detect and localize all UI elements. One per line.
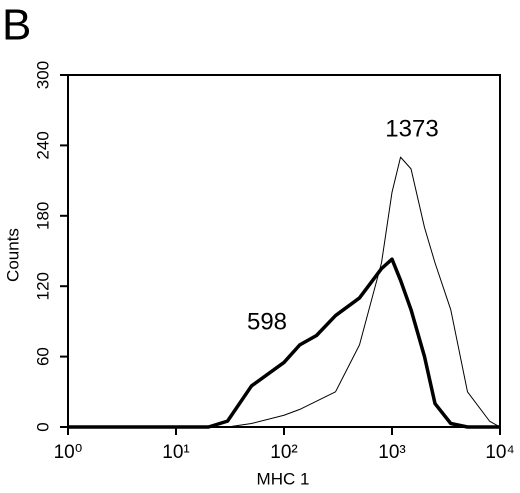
x-tick-label: 10⁰ (54, 442, 83, 463)
y-tick-label: 60 (33, 347, 52, 366)
panel-label: B (2, 1, 31, 50)
y-tick-label: 0 (33, 422, 52, 431)
series-line (68, 156, 501, 428)
y-axis-label: Counts (3, 228, 22, 282)
x-tick-label: 10¹ (162, 442, 189, 463)
y-tick-label: 120 (33, 272, 52, 300)
y-tick-label: 240 (33, 131, 52, 159)
series-line (68, 257, 500, 429)
x-tick-label: 10⁴ (485, 442, 514, 463)
x-tick-label: 10² (270, 442, 297, 463)
y-tick-label: 180 (33, 202, 52, 230)
x-tick-label: 10³ (378, 442, 405, 463)
y-tick-label: 300 (33, 61, 52, 89)
x-axis-label: MHC 1 (257, 469, 310, 488)
annotation: 598 (247, 308, 287, 335)
annotation: 1373 (385, 115, 438, 142)
